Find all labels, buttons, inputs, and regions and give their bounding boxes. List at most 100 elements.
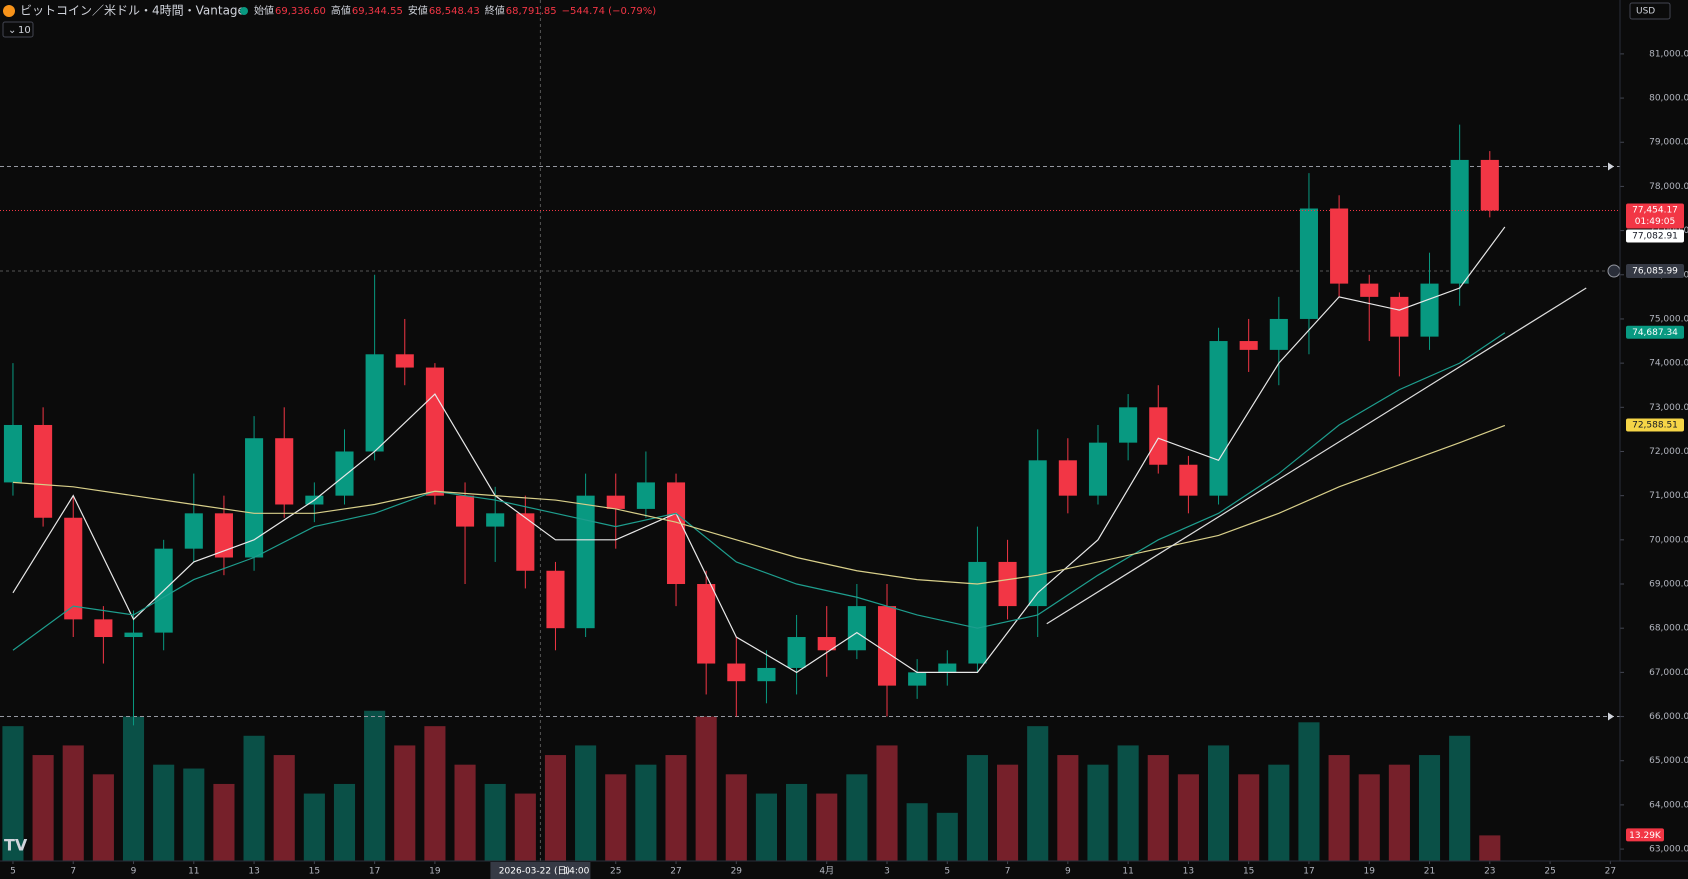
volume-bar: [725, 774, 747, 861]
crosshair-price-box: [1626, 263, 1684, 278]
candle-body: [94, 619, 113, 638]
volume-bar: [62, 745, 84, 861]
indicator-count: 10: [18, 25, 31, 36]
candle-body: [847, 606, 866, 651]
logo: TV: [4, 836, 28, 855]
volume-bar: [1238, 774, 1260, 861]
candle-body: [636, 482, 655, 509]
volume-bar: [755, 793, 777, 861]
y-tick-label: 68,000.00: [1649, 624, 1688, 634]
price-label: 77,082.91: [1632, 232, 1678, 242]
candle-body: [34, 424, 53, 518]
candle-body: [64, 517, 83, 620]
x-tick-label: 9: [131, 867, 137, 877]
candle-body: [365, 354, 384, 452]
ohlc-name: 終値: [485, 4, 505, 17]
x-tick-label: 13: [248, 867, 259, 877]
candle-body: [817, 637, 836, 651]
volume-bar: [484, 783, 506, 861]
volume-bar: [876, 745, 898, 861]
volume-bar: [364, 710, 386, 861]
candle-body: [1390, 296, 1409, 337]
crosshair-price: 76,085.99: [1632, 266, 1678, 276]
currency-box[interactable]: [1629, 2, 1671, 20]
price-label-box: [1626, 418, 1684, 432]
indicator-toggle[interactable]: [2, 21, 34, 38]
x-tick-label: 13: [1183, 867, 1194, 877]
candle-body: [395, 354, 414, 368]
candle-body: [968, 561, 987, 664]
volume-bar: [1479, 835, 1501, 861]
x-tick-label: 7: [70, 867, 76, 877]
volume-bar: [906, 803, 928, 861]
price-label: 74,687.34: [1632, 328, 1678, 338]
volume-bar: [635, 764, 657, 861]
ohlc-value: 68,791.85: [506, 6, 557, 17]
price-label: 72,588.51: [1632, 420, 1678, 430]
candle-body: [1149, 407, 1168, 465]
candle-body: [1239, 341, 1258, 350]
volume-bar: [544, 755, 567, 861]
crosshair-time: 14:00: [563, 867, 589, 877]
candle-body: [1028, 460, 1047, 607]
candle-body: [1360, 283, 1379, 297]
x-tick-label: 17: [1303, 867, 1314, 877]
ohlc-name: 始値: [254, 4, 274, 17]
ohlc-value: 68,548.43: [429, 6, 480, 17]
candle-body: [1480, 159, 1499, 211]
x-tick-label: 5: [10, 867, 16, 877]
symbol: ビットコイン／米ドル・4時間・Vantage: [20, 4, 245, 18]
x-tick-label: 27: [1605, 867, 1616, 877]
add-alert: [1607, 264, 1621, 278]
y-tick-label: 63,000.00: [1649, 845, 1688, 855]
volume-bar: [394, 745, 416, 861]
candle-body: [1119, 407, 1138, 443]
price-label-box: [1626, 229, 1684, 243]
candle-body: [425, 367, 444, 496]
x-tick-label: 27: [670, 867, 681, 877]
indicator-toggle-icon: ⌄: [8, 25, 16, 36]
y-tick-label: 64,000.00: [1649, 800, 1688, 810]
candle-body: [3, 424, 23, 483]
x-tick-label: 21: [1424, 867, 1435, 877]
volume-bar: [424, 726, 446, 861]
volume-bar: [695, 716, 717, 861]
candle-body: [486, 513, 505, 527]
countdown: 01:49:05: [1635, 217, 1675, 227]
y-tick-label: 78,000.00: [1649, 182, 1688, 192]
x-tick-label: 25: [1544, 867, 1555, 877]
candle-body: [124, 632, 143, 638]
x-tick-label: 15: [309, 867, 320, 877]
volume-bar: [1147, 755, 1169, 861]
volume-bar: [1328, 755, 1350, 861]
candle-body: [546, 570, 565, 629]
x-tick-label: 7: [1005, 867, 1011, 877]
volume-bar: [1388, 764, 1410, 861]
candle-body: [908, 672, 927, 686]
volume-bar: [303, 793, 325, 861]
y-tick-label: 79,000.00: [1649, 138, 1688, 148]
volume-label-box: [1626, 828, 1664, 842]
y-tick-label: 69,000.00: [1649, 580, 1688, 590]
candle-body: [787, 637, 806, 668]
volume-bar: [936, 812, 958, 861]
x-tick-label: 29: [731, 867, 743, 877]
volume-bar: [816, 793, 838, 861]
volume-bar: [2, 726, 24, 861]
indicator-line: [12, 424, 1506, 585]
y-tick-label: 70,000.00: [1649, 535, 1688, 545]
volume-bar: [575, 745, 597, 861]
x-tick-label: 4月: [819, 866, 834, 877]
indicator-line: [12, 226, 1506, 674]
coin-icon: [3, 5, 15, 17]
volume-bar: [1117, 745, 1139, 861]
candle-body: [1088, 442, 1108, 496]
ohlc-name: 高値: [331, 4, 351, 17]
volume-bar: [1298, 722, 1320, 861]
y-tick-label: 74,000.00: [1649, 359, 1688, 369]
ohlc-change: −544.74 (−0.79%): [562, 6, 657, 17]
volume-bar: [1418, 755, 1441, 861]
ohlc-value: 69,344.55: [352, 6, 403, 17]
volume-bar: [514, 793, 536, 861]
